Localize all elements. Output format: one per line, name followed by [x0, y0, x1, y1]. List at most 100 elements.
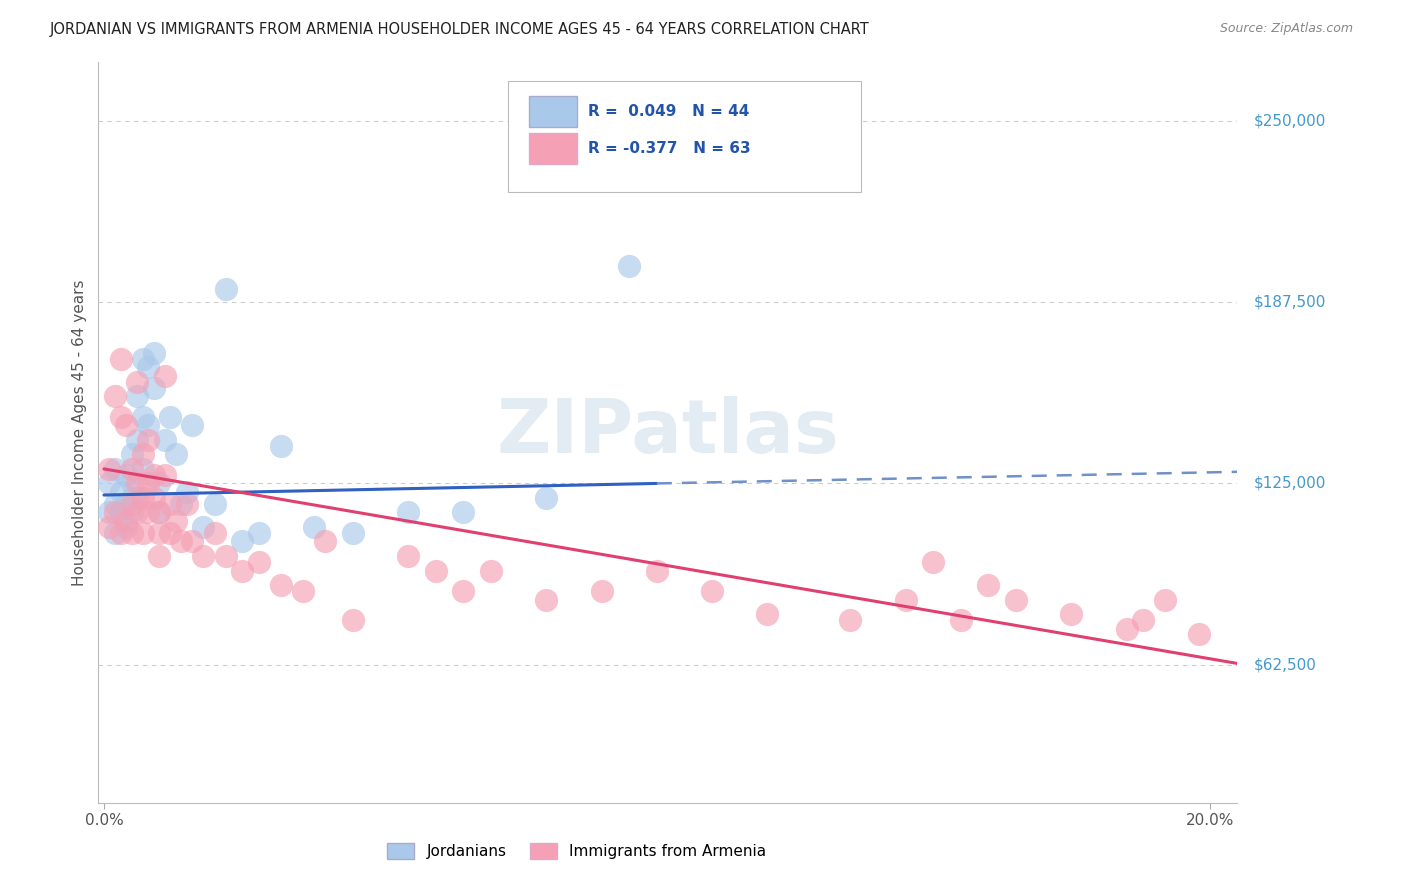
Point	[110, 409, 132, 424]
Point	[110, 485, 132, 500]
Text: JORDANIAN VS IMMIGRANTS FROM ARMENIA HOUSEHOLDER INCOME AGES 45 - 64 YEARS CORRE: JORDANIAN VS IMMIGRANTS FROM ARMENIA HOU…	[49, 22, 869, 37]
Point	[170, 534, 193, 549]
Legend: Jordanians, Immigrants from Armenia: Jordanians, Immigrants from Armenia	[381, 838, 772, 865]
Point	[136, 418, 159, 433]
Point	[291, 583, 314, 598]
Point	[131, 462, 153, 476]
Y-axis label: Householder Income Ages 45 - 64 years: Householder Income Ages 45 - 64 years	[72, 279, 87, 586]
Point	[479, 564, 502, 578]
Point	[148, 506, 170, 520]
Point	[193, 520, 215, 534]
Point	[1154, 592, 1177, 607]
Point	[131, 351, 153, 366]
Point	[231, 534, 253, 549]
Point	[127, 491, 149, 505]
Point	[214, 282, 236, 296]
Point	[342, 525, 364, 540]
Point	[181, 418, 204, 433]
Point	[104, 506, 127, 520]
Point	[136, 360, 159, 375]
Point	[98, 506, 121, 520]
Point	[131, 447, 153, 461]
Point	[1005, 592, 1028, 607]
Point	[247, 555, 270, 569]
Point	[110, 506, 132, 520]
Point	[127, 389, 149, 403]
Point	[142, 381, 165, 395]
Point	[700, 583, 723, 598]
Point	[131, 409, 153, 424]
Point	[894, 592, 917, 607]
Point	[153, 369, 176, 384]
Point	[110, 525, 132, 540]
Point	[136, 433, 159, 447]
Point	[314, 534, 336, 549]
FancyBboxPatch shape	[509, 81, 862, 192]
Point	[98, 462, 121, 476]
Point	[110, 351, 132, 366]
Point	[115, 514, 138, 528]
Point	[131, 525, 153, 540]
Point	[1060, 607, 1083, 621]
Point	[193, 549, 215, 563]
Point	[534, 592, 557, 607]
Point	[534, 491, 557, 505]
Point	[645, 564, 668, 578]
Point	[131, 491, 153, 505]
Point	[176, 485, 198, 500]
Point	[115, 520, 138, 534]
Point	[176, 497, 198, 511]
Point	[121, 497, 143, 511]
Point	[104, 462, 127, 476]
Point	[148, 549, 170, 563]
Point	[142, 345, 165, 359]
Point	[302, 520, 325, 534]
Point	[127, 375, 149, 389]
Point	[127, 476, 149, 491]
Point	[425, 564, 447, 578]
Point	[148, 525, 170, 540]
Point	[165, 514, 187, 528]
Point	[1187, 627, 1209, 641]
FancyBboxPatch shape	[529, 95, 576, 127]
Point	[453, 583, 475, 598]
Point	[142, 467, 165, 482]
Point	[204, 497, 226, 511]
Point	[342, 613, 364, 627]
Point	[127, 506, 149, 520]
Point	[136, 476, 159, 491]
Point	[181, 534, 204, 549]
Point	[453, 506, 475, 520]
Point	[231, 564, 253, 578]
Point	[204, 525, 226, 540]
Point	[591, 583, 613, 598]
Text: Source: ZipAtlas.com: Source: ZipAtlas.com	[1219, 22, 1353, 36]
Text: R =  0.049   N = 44: R = 0.049 N = 44	[588, 103, 749, 119]
Point	[617, 259, 640, 273]
Text: $62,500: $62,500	[1254, 657, 1317, 673]
Point	[839, 613, 862, 627]
Point	[98, 520, 121, 534]
Point	[214, 549, 236, 563]
Point	[115, 497, 138, 511]
Point	[159, 525, 181, 540]
Point	[170, 497, 193, 511]
Point	[104, 525, 127, 540]
Point	[104, 389, 127, 403]
Point	[977, 578, 1000, 592]
Point	[121, 447, 143, 461]
Point	[142, 491, 165, 505]
Point	[121, 506, 143, 520]
Point	[396, 506, 419, 520]
Point	[159, 409, 181, 424]
Point	[115, 467, 138, 482]
Point	[396, 549, 419, 563]
Point	[98, 476, 121, 491]
Point	[153, 467, 176, 482]
Point	[949, 613, 972, 627]
Point	[136, 506, 159, 520]
Point	[121, 462, 143, 476]
Point	[104, 497, 127, 511]
Text: $250,000: $250,000	[1254, 113, 1326, 128]
Point	[756, 607, 779, 621]
